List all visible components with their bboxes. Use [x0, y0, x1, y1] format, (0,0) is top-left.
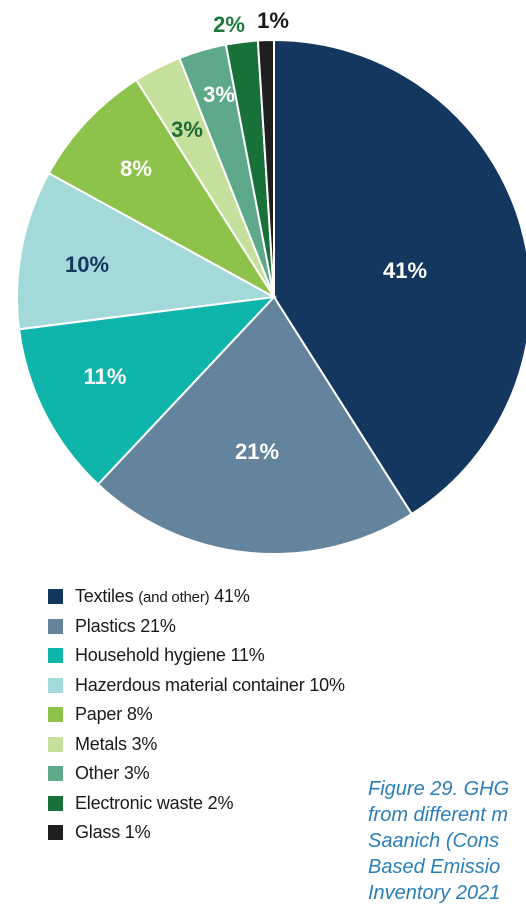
legend-item-paper: Paper 8%	[48, 700, 345, 730]
legend-swatch-paper	[48, 707, 63, 723]
legend-swatch-glass	[48, 825, 63, 841]
slice-label-hazardous-material: 10%	[65, 252, 109, 277]
legend-label-hazardous-material: Hazerdous material container 10%	[75, 674, 345, 695]
slice-label-household-hygiene: 11%	[84, 364, 127, 389]
slice-label-textiles: 41%	[383, 258, 427, 283]
legend-swatch-metals	[48, 736, 63, 752]
slice-label-metals: 3%	[171, 117, 203, 142]
legend-item-hazardous-material: Hazerdous material container 10%	[48, 671, 345, 701]
pie-slice-plastics	[96, 295, 414, 555]
slice-label-glass: 1%	[257, 8, 289, 33]
legend-swatch-electronic-waste	[48, 795, 63, 811]
chart-legend: Textiles (and other) 41% Plastics 21% Ho…	[48, 582, 345, 848]
slice-label-paper: 8%	[120, 156, 152, 181]
legend-item-other: Other 3%	[48, 759, 345, 789]
caption-line-4: Based Emissio	[368, 856, 501, 878]
legend-label-other: Other 3%	[75, 763, 150, 784]
legend-item-textiles: Textiles (and other) 41%	[48, 582, 345, 612]
legend-swatch-hazardous-material	[48, 677, 63, 693]
pie-slice-glass	[256, 38, 275, 298]
legend-item-household-hygiene: Household hygiene 11%	[48, 641, 345, 671]
legend-label-metals: Metals 3%	[75, 733, 158, 754]
legend-label-plastics: Plastics 21%	[75, 615, 176, 636]
legend-swatch-plastics	[48, 618, 63, 634]
legend-note-textiles: (and other)	[138, 589, 210, 607]
legend-item-metals: Metals 3%	[48, 730, 345, 760]
pie-chart: 41% 21% 11% 10% 8% 3%3% 2% 1%	[16, 8, 526, 555]
legend-swatch-household-hygiene	[48, 648, 63, 664]
pie-slice-hazardous-material	[16, 171, 278, 331]
caption-line-3: Saanich (Cons	[368, 830, 500, 852]
caption-line-2: from different m	[368, 804, 509, 826]
pie-slice-household-hygiene	[17, 295, 277, 486]
slice-label-electronic-waste: 2%	[213, 12, 245, 37]
legend-label-electronic-waste: Electronic waste 2%	[75, 792, 234, 813]
legend-item-plastics: Plastics 21%	[48, 612, 345, 642]
caption-line-1: Figure 29. GHG	[368, 778, 510, 800]
legend-label-paper: Paper 8%	[75, 704, 153, 725]
slice-label-plastics: 21%	[235, 439, 279, 464]
legend-swatch-other	[48, 766, 63, 782]
legend-label-textiles: Textiles	[75, 586, 134, 607]
caption-line-5: Inventory 2021	[368, 882, 501, 904]
slice-label-other: 3%	[203, 82, 235, 107]
legend-swatch-textiles	[48, 589, 63, 605]
legend-item-glass: Glass 1%	[48, 818, 345, 848]
legend-value-textiles: 41%	[214, 586, 250, 607]
legend-label-household-hygiene: Household hygiene 11%	[75, 645, 265, 666]
pie-slice-paper	[47, 78, 275, 298]
legend-item-electronic-waste: Electronic waste 2%	[48, 789, 345, 819]
figure-caption: Figure 29. GHG from different m Saanich …	[368, 776, 526, 906]
legend-label-glass: Glass 1%	[75, 822, 151, 843]
